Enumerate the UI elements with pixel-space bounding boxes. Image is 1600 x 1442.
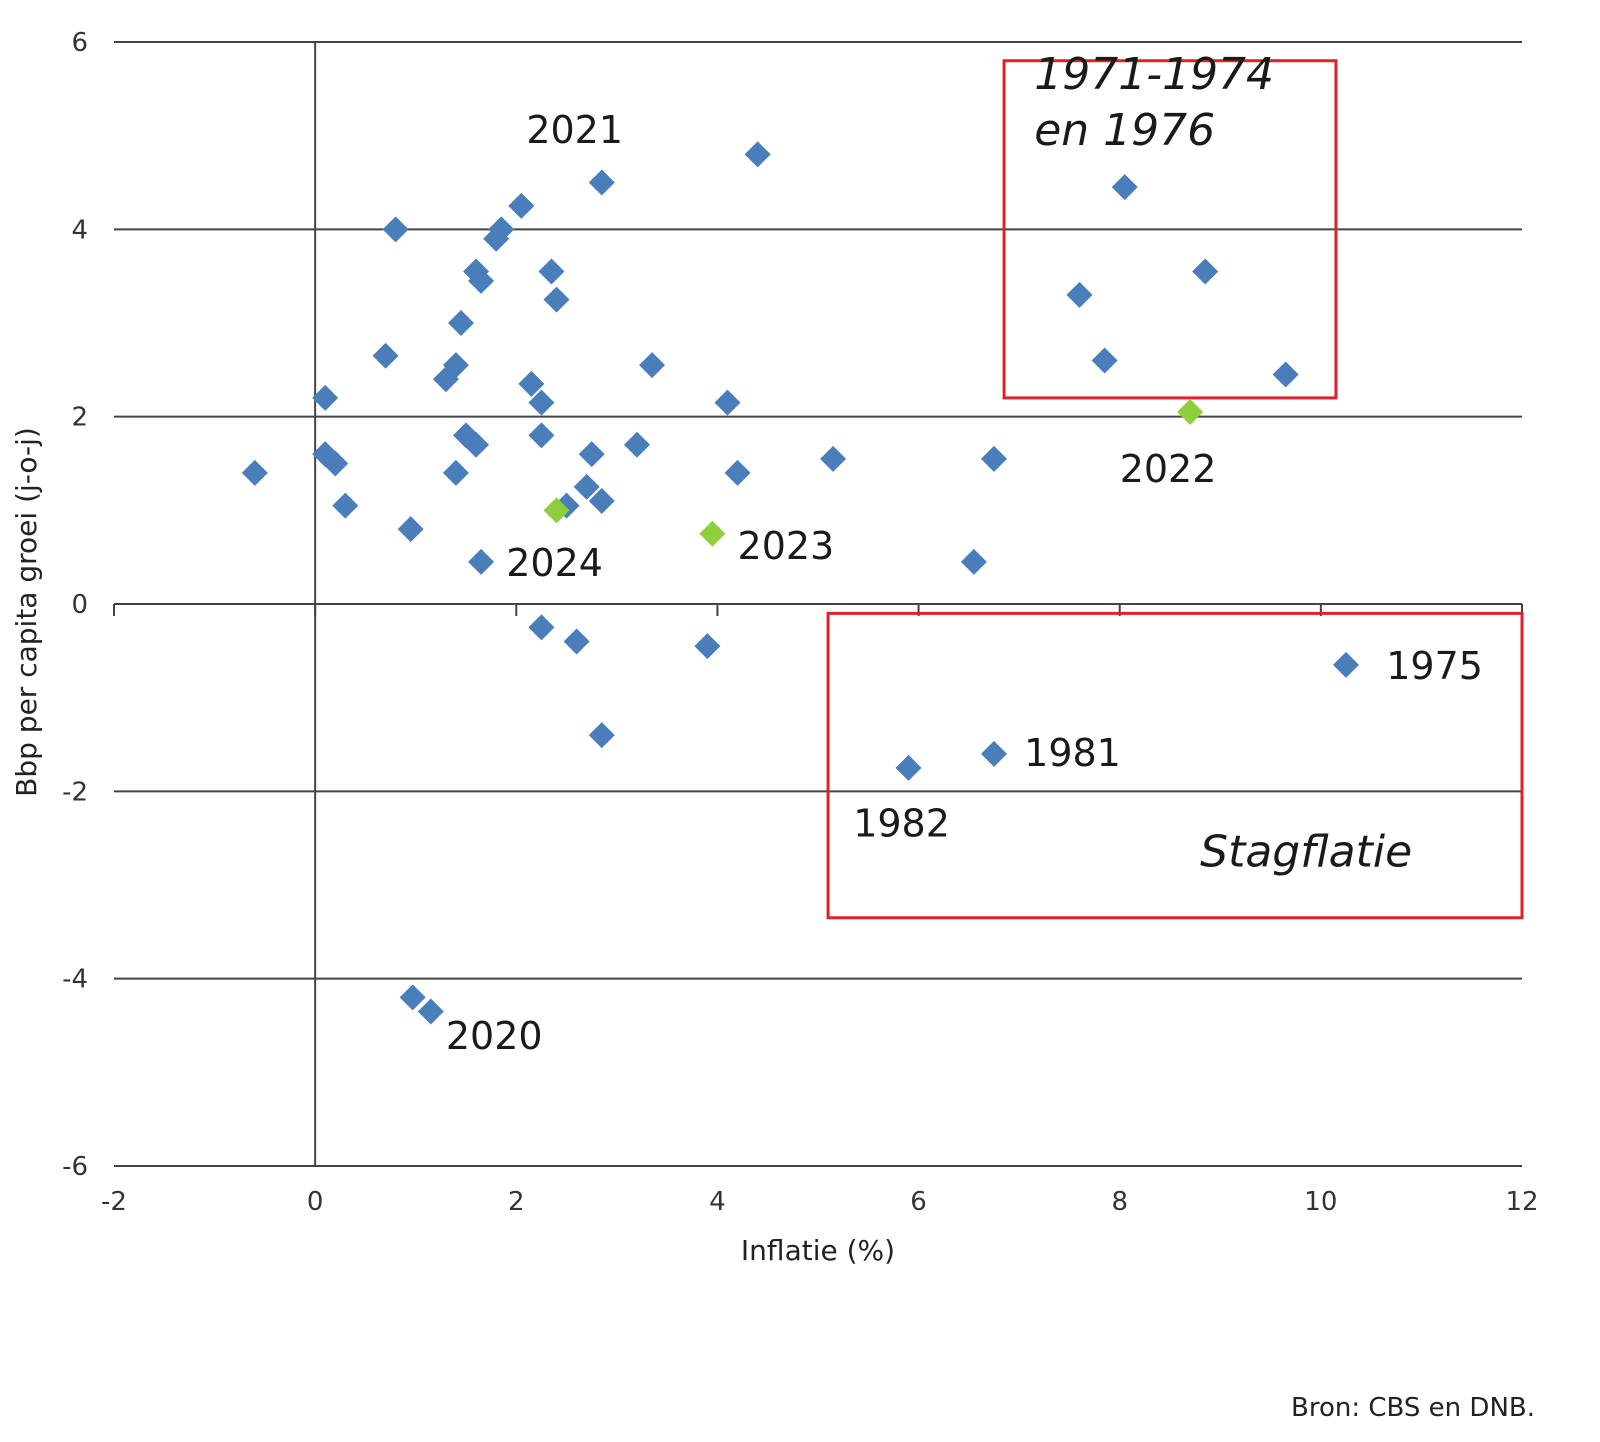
data-point-historical xyxy=(623,431,650,458)
x-tick-label: 12 xyxy=(1505,1187,1538,1217)
data-point-historical xyxy=(543,286,570,313)
data-points xyxy=(241,141,1359,1025)
data-point-historical xyxy=(1091,347,1118,374)
data-point-historical xyxy=(488,216,515,243)
y-axis-title: Bbp per capita groei (j-o-j) xyxy=(10,427,43,797)
point-labels: 2021 2022 2023 2024 2020 1975 1981 1982 xyxy=(446,108,1483,1058)
annotation-box xyxy=(1002,59,1338,400)
data-point-historical xyxy=(573,473,600,500)
y-tick-label: 6 xyxy=(71,28,88,58)
data-point-historical xyxy=(694,633,721,660)
data-point-historical xyxy=(442,459,469,486)
data-point-historical xyxy=(820,445,847,472)
annotation-box-label: en 1976 xyxy=(1034,105,1215,156)
x-tick-label: -2 xyxy=(101,1187,127,1217)
data-point-historical xyxy=(382,216,409,243)
data-point-historical xyxy=(588,722,615,749)
data-point-historical xyxy=(397,516,424,543)
y-tick-label: -6 xyxy=(62,1152,88,1182)
data-point-historical xyxy=(528,389,555,416)
data-point-historical xyxy=(468,548,495,575)
data-point-historical xyxy=(639,352,666,379)
data-point-historical xyxy=(312,384,339,411)
data-point-historical xyxy=(563,628,590,655)
y-tick-label: 2 xyxy=(71,403,88,433)
x-tick-label: 10 xyxy=(1304,1187,1337,1217)
year-label: 2020 xyxy=(446,1014,543,1058)
y-tick-label: 4 xyxy=(71,215,88,245)
data-point-historical xyxy=(981,445,1007,472)
data-point-historical xyxy=(1111,174,1138,201)
data-point-historical xyxy=(1066,281,1093,308)
data-point-historical xyxy=(417,998,444,1025)
x-tick-label: 2 xyxy=(508,1187,525,1217)
year-label: 1982 xyxy=(853,801,950,845)
data-point-historical xyxy=(332,492,359,519)
data-point-historical xyxy=(744,141,771,168)
data-point-historical xyxy=(508,192,535,219)
data-point-historical xyxy=(442,352,469,379)
data-point-historical xyxy=(463,431,490,458)
data-point-historical xyxy=(372,342,399,369)
year-label: 2021 xyxy=(526,108,623,152)
year-label: 1975 xyxy=(1386,644,1483,688)
x-tick-label: 8 xyxy=(1111,1187,1128,1217)
y-tick-label: 0 xyxy=(71,590,88,620)
data-point-historical xyxy=(447,310,474,336)
data-point-historical xyxy=(399,984,426,1011)
x-tick-label: 0 xyxy=(307,1187,324,1217)
annotation-box-label: Stagflatie xyxy=(1200,826,1412,877)
grid-layer xyxy=(113,41,1523,1167)
year-label: 2024 xyxy=(506,541,603,585)
annotation-box xyxy=(826,611,1524,920)
data-point-recent xyxy=(543,497,570,524)
data-point-historical xyxy=(1192,258,1219,285)
tick-labels: 6 4 2 0 -2 -4 -6 -2 0 2 4 6 8 10 12 xyxy=(62,28,1538,1217)
data-point-historical xyxy=(588,169,615,196)
data-point-historical xyxy=(528,614,555,641)
data-point-historical xyxy=(960,548,987,575)
data-point-historical xyxy=(322,450,349,477)
data-point-historical xyxy=(578,441,605,468)
data-point-historical xyxy=(1333,651,1359,678)
x-tick-label: 4 xyxy=(709,1187,726,1217)
data-point-recent xyxy=(1177,398,1204,425)
y-tick-label: -4 xyxy=(62,965,88,995)
year-label: 2022 xyxy=(1120,447,1217,491)
data-point-historical xyxy=(981,740,1007,767)
source-note: Bron: CBS en DNB. xyxy=(1291,1393,1535,1423)
data-point-recent xyxy=(699,520,726,547)
data-point-historical xyxy=(895,754,922,781)
year-label: 2023 xyxy=(738,524,835,568)
data-point-historical xyxy=(553,492,580,519)
year-label: 1981 xyxy=(1024,731,1121,775)
data-point-historical xyxy=(724,459,751,486)
data-point-historical xyxy=(241,459,268,486)
data-point-historical xyxy=(538,258,565,285)
x-tick-label: 6 xyxy=(910,1187,927,1217)
y-tick-label: -2 xyxy=(62,777,88,807)
data-point-historical xyxy=(714,389,741,416)
data-point-historical xyxy=(518,370,545,397)
data-point-historical xyxy=(588,487,615,514)
data-point-historical xyxy=(1272,361,1299,388)
data-point-historical xyxy=(468,267,495,294)
x-axis-title: Inflatie (%) xyxy=(741,1234,895,1267)
annotation-box-label: 1971-1974 xyxy=(1034,49,1274,100)
data-point-historical xyxy=(528,422,555,449)
